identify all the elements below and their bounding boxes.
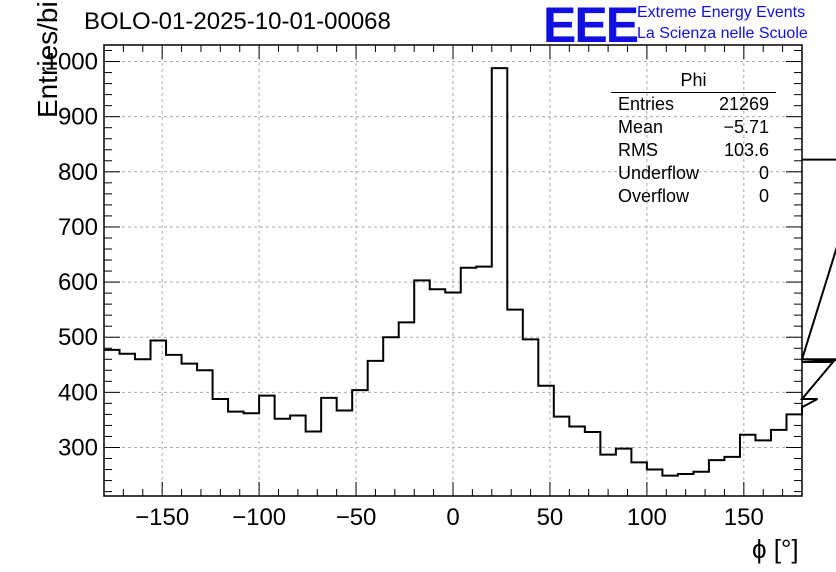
eee-logo: EEE: [543, 0, 639, 53]
x-tick-label: −50: [336, 504, 377, 531]
x-tick-label: 50: [537, 504, 564, 531]
y-tick-label: 900: [58, 104, 98, 131]
stats-value: 0: [758, 163, 769, 183]
y-tick-label: 1000: [45, 49, 98, 76]
stats-label: Overflow: [618, 186, 690, 206]
y-axis-label: Entries/bin: [32, 0, 63, 118]
x-tick-label: −100: [232, 504, 286, 531]
plot-frame: [103, 44, 803, 497]
logo-line-2: La Scienza nelle Scuole: [637, 25, 808, 42]
y-tick-label: 500: [58, 324, 98, 351]
stats-row-entries: Entries 21269: [611, 93, 776, 116]
chart-title: BOLO-01-2025-10-01-00068: [84, 8, 391, 35]
x-tick-label: 150: [724, 504, 764, 531]
y-tick-label: 700: [58, 214, 98, 241]
y-tick-label: 300: [58, 434, 98, 461]
stats-label: Entries: [618, 94, 675, 114]
stats-box: Phi Entries 21269 Mean −5.71 RMS 103.6 U…: [611, 70, 776, 208]
stats-value: 21269: [718, 94, 769, 114]
stats-row-overflow: Overflow 0: [611, 185, 776, 208]
x-tick-label: −150: [135, 504, 189, 531]
stats-label: RMS: [618, 140, 658, 160]
stats-value: −5.71: [723, 117, 769, 137]
stats-value: 0: [758, 186, 769, 206]
histogram-line: [104, 67, 836, 477]
logo-line-1: Extreme Energy Events: [637, 4, 806, 21]
stats-value: 103.6: [723, 140, 769, 160]
stats-row-rms: RMS 103.6: [611, 139, 776, 162]
x-tick-label: 100: [627, 504, 667, 531]
y-tick-label: 400: [58, 379, 98, 406]
stats-title: Phi: [611, 70, 776, 93]
stats-label: Mean: [618, 117, 664, 137]
x-tick-label: 0: [446, 504, 459, 531]
y-tick-label: 600: [58, 269, 98, 296]
stats-label: Underflow: [618, 163, 700, 183]
stats-row-underflow: Underflow 0: [611, 162, 776, 185]
stats-row-mean: Mean −5.71: [611, 116, 776, 139]
x-axis-label: ϕ [°]: [752, 534, 799, 564]
y-tick-label: 800: [58, 159, 98, 186]
